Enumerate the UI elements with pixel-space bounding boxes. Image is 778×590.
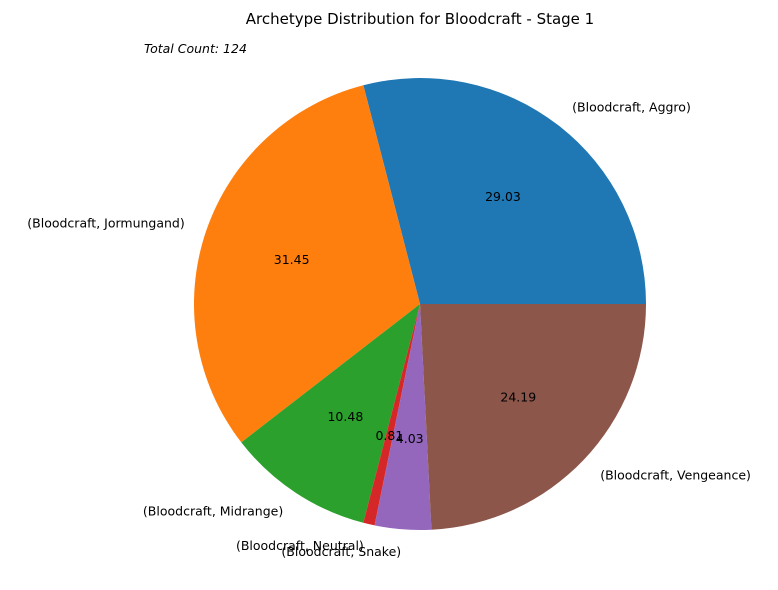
pie-slice-pct-5: 24.19 — [500, 389, 536, 404]
pie-slice-label-5: (Bloodcraft, Vengeance) — [600, 467, 751, 482]
pie-slices — [193, 78, 646, 531]
pie-slice-label-3: (Bloodcraft, Neutral) — [236, 538, 364, 553]
chart-title: Archetype Distribution for Bloodcraft - … — [246, 10, 594, 28]
chart-subtitle: Total Count: 124 — [144, 41, 247, 56]
pie-slice-2 — [241, 304, 420, 523]
pie-slice-pct-1: 31.45 — [274, 252, 310, 267]
pie-slice-pct-3: 0.81 — [375, 428, 403, 443]
pie-slice-pct-4: 4.03 — [396, 431, 424, 446]
pie-slice-label-2: (Bloodcraft, Midrange) — [143, 504, 283, 519]
pie-slice-4 — [374, 304, 432, 531]
pie-slice-1 — [193, 85, 420, 443]
pie-slice-label-1: (Bloodcraft, Jormungand) — [27, 216, 184, 231]
pie-slice-pct-0: 29.03 — [485, 189, 521, 204]
pie-slice-5 — [420, 304, 646, 530]
pie-slice-label-0: (Bloodcraft, Aggro) — [572, 99, 691, 114]
pie-slice-0 — [363, 78, 646, 304]
pie-slice-3 — [363, 304, 420, 526]
pie-slice-pct-2: 10.48 — [327, 409, 363, 424]
pie-slice-label-4: (Bloodcraft, Snake) — [281, 544, 401, 559]
pie-labels: 29.03 (Bloodcraft, Aggro) 31.45 (Bloodcraft… — [27, 99, 751, 558]
